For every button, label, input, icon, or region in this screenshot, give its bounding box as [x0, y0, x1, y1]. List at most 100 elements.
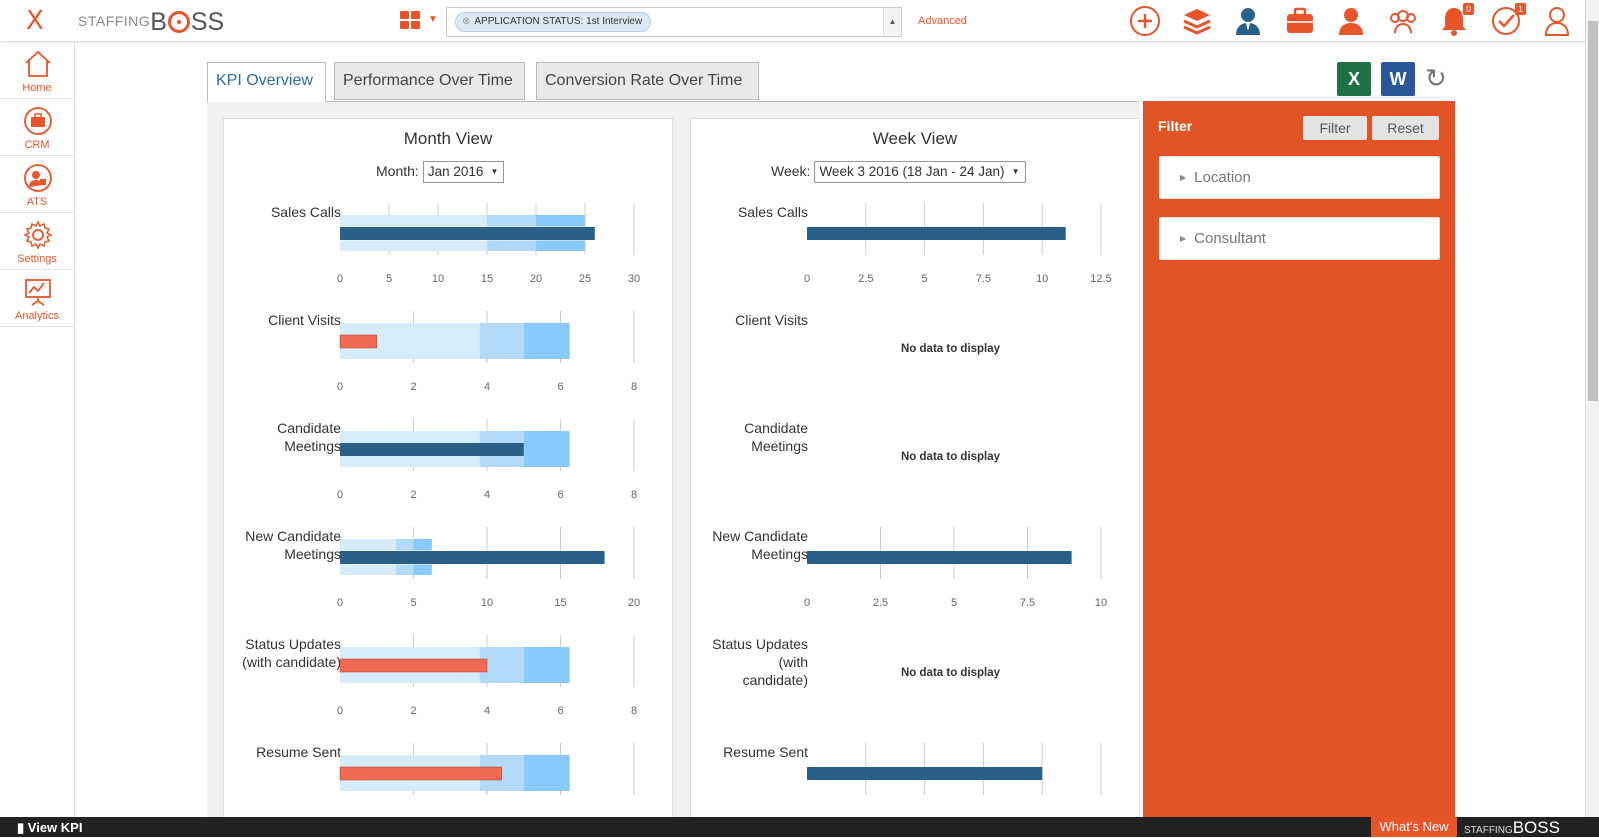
filter-group-location[interactable]: ▶ Location	[1159, 156, 1440, 199]
advanced-search-link[interactable]: Advanced	[918, 15, 967, 27]
axis-tick-label: 10	[1095, 597, 1107, 609]
axis-tick-label: 8	[631, 705, 637, 717]
footer-brand-big: BOSS	[1512, 818, 1560, 837]
axis-tick-label: 25	[579, 273, 591, 285]
month-select[interactable]: Jan 2016	[422, 161, 505, 183]
signal-bars-icon: ▮	[17, 820, 25, 835]
search-dropdown-button[interactable]: ▲	[883, 8, 901, 36]
scrollbar-thumb[interactable]	[1588, 21, 1598, 401]
filter-group-consultant[interactable]: ▶ Consultant	[1159, 217, 1440, 260]
footer-bar: ▮ View KPI What's New STAFFINGBOSS	[0, 817, 1599, 837]
kpi-chart-month: Status Updates (with candidate) 0 2 4 6 8	[224, 635, 674, 725]
actual-value-bar	[339, 658, 488, 673]
brand-big-b: B	[150, 8, 167, 36]
actual-value-bar	[807, 767, 1043, 780]
tab-performance-over-time[interactable]: Performance Over Time	[334, 62, 525, 100]
footer-brand-small: STAFFING	[1464, 825, 1513, 836]
bullet-chart-svg: 0 5 10 15 20	[337, 527, 640, 609]
user-profile-icon[interactable]	[1541, 5, 1573, 37]
chart-title: New Candidate Meetings	[712, 528, 808, 562]
chart-title: Status Updates (with candidate)	[242, 636, 341, 670]
chip-remove-icon[interactable]: ⊗	[462, 16, 471, 27]
axis-tick-label: 0	[804, 597, 810, 609]
tasks-badge: 1	[1514, 3, 1526, 15]
axis-tick-label: 4	[484, 705, 490, 717]
axis-tick-label: 20	[628, 597, 640, 609]
sidebar-item-ats[interactable]: ATS	[0, 156, 74, 213]
sidebar-item-settings[interactable]: Settings	[0, 213, 74, 270]
tasks-check-icon[interactable]: 1	[1490, 3, 1526, 37]
tab-conversion-rate-over-time[interactable]: Conversion Rate Over Time	[536, 62, 759, 100]
bullet-chart-svg: 0 2 4 6 8	[337, 419, 637, 501]
brand-logo[interactable]: STAFFINGB SS	[78, 8, 224, 37]
kpi-chart-month: New Candidate Meetings 0 5 10 15 20	[224, 527, 674, 617]
close-button[interactable]: X	[26, 6, 44, 36]
chart-title: Client Visits	[735, 312, 808, 328]
axis-tick-label: 8	[631, 489, 637, 501]
kpi-chart-month: Sales Calls 0 5 10 15 20 25 30	[224, 203, 674, 293]
whats-new-button[interactable]: What's New	[1371, 817, 1457, 837]
no-data-message: No data to display	[901, 667, 1001, 679]
top-bar: X STAFFINGB SS ▼ ⊗ APPLICATION STATUS: 1st…	[0, 0, 1585, 42]
actual-value-bar	[339, 766, 502, 781]
bullet-chart-svg: 0 2.5 5 7.5 10 12.5	[804, 203, 1112, 285]
sidebar-item-crm[interactable]: CRM	[0, 99, 74, 156]
word-export-icon[interactable]: W	[1381, 62, 1415, 96]
week-view-panel: Week View Week: Week 3 2016 (18 Jan - 24 …	[690, 118, 1140, 818]
layers-icon[interactable]	[1181, 5, 1213, 37]
briefcase-icon	[24, 107, 52, 135]
page-scrollbar[interactable]	[1585, 0, 1599, 817]
axis-tick-label: 6	[557, 489, 563, 501]
filter-button[interactable]: Filter	[1303, 116, 1367, 140]
apps-grid-icon[interactable]	[400, 11, 422, 31]
chart-title: Status Updates (with candidate)	[712, 636, 808, 688]
candidate-icon[interactable]	[1232, 5, 1264, 37]
axis-tick-label: 30	[628, 273, 640, 285]
axis-tick-label: 10	[432, 273, 444, 285]
users-icon[interactable]	[1387, 5, 1419, 37]
actual-value-bar	[340, 551, 605, 564]
axis-tick-label: 7.5	[976, 273, 991, 285]
month-view-panel: Month View Month:Jan 2016 Sales Calls 0 5 1…	[223, 118, 673, 818]
axis-tick-label: 4	[484, 489, 490, 501]
week-select[interactable]: Week 3 2016 (18 Jan - 24 Jan)	[814, 161, 1026, 183]
excel-export-icon[interactable]: X	[1337, 62, 1371, 96]
gear-icon	[23, 220, 53, 250]
month-selector: Month: Jan 2016	[376, 161, 505, 183]
sidebar-item-label: Home	[22, 82, 52, 94]
axis-tick-label: 5	[410, 597, 416, 609]
axis-tick-label: 4	[484, 381, 490, 393]
bullet-chart-svg: 0 2 4 6 8	[337, 635, 637, 717]
axis-tick-label: 0	[337, 597, 343, 609]
tab-underline	[207, 101, 1139, 102]
axis-tick-label: 2	[410, 705, 416, 717]
briefcase-icon[interactable]	[1284, 5, 1316, 37]
actual-value-bar	[340, 227, 595, 240]
sidebar-item-home[interactable]: Home	[0, 42, 74, 99]
range-band	[479, 323, 524, 359]
axis-tick-label: 10	[1036, 273, 1048, 285]
search-input[interactable]: ⊗ APPLICATION STATUS: 1st Interview ▲	[446, 7, 902, 37]
reset-button[interactable]: Reset	[1372, 116, 1439, 140]
add-icon[interactable]	[1129, 5, 1161, 37]
chevron-down-icon[interactable]: ▼	[428, 14, 438, 25]
kpi-chart-week: Resume Sent	[691, 743, 1141, 833]
search-filter-chip[interactable]: ⊗ APPLICATION STATUS: 1st Interview	[455, 12, 652, 32]
view-kpi-label[interactable]: ▮ View KPI	[17, 820, 82, 836]
chart-title: Candidate Meetings	[744, 420, 808, 454]
axis-tick-label: 0	[337, 273, 343, 285]
kpi-chart-month: Resume Sent	[224, 743, 674, 833]
chart-title: Resume Sent	[723, 744, 808, 760]
contact-icon[interactable]	[1335, 5, 1367, 37]
filter-title: Filter	[1158, 118, 1193, 134]
refresh-icon[interactable]: ↻	[1425, 64, 1447, 94]
kpi-chart-month: Client Visits 0 2 4 6 8	[224, 311, 674, 401]
axis-tick-label: 7.5	[1020, 597, 1035, 609]
sidebar-item-analytics[interactable]: Analytics	[0, 270, 74, 327]
tab-kpi-overview[interactable]: KPI Overview	[207, 62, 326, 102]
week-view-title: Week View	[872, 129, 958, 148]
view-kpi-text: View KPI	[27, 820, 83, 835]
axis-tick-label: 6	[557, 381, 563, 393]
bell-icon[interactable]: 0	[1438, 3, 1474, 37]
axis-tick-label: 2	[410, 381, 416, 393]
